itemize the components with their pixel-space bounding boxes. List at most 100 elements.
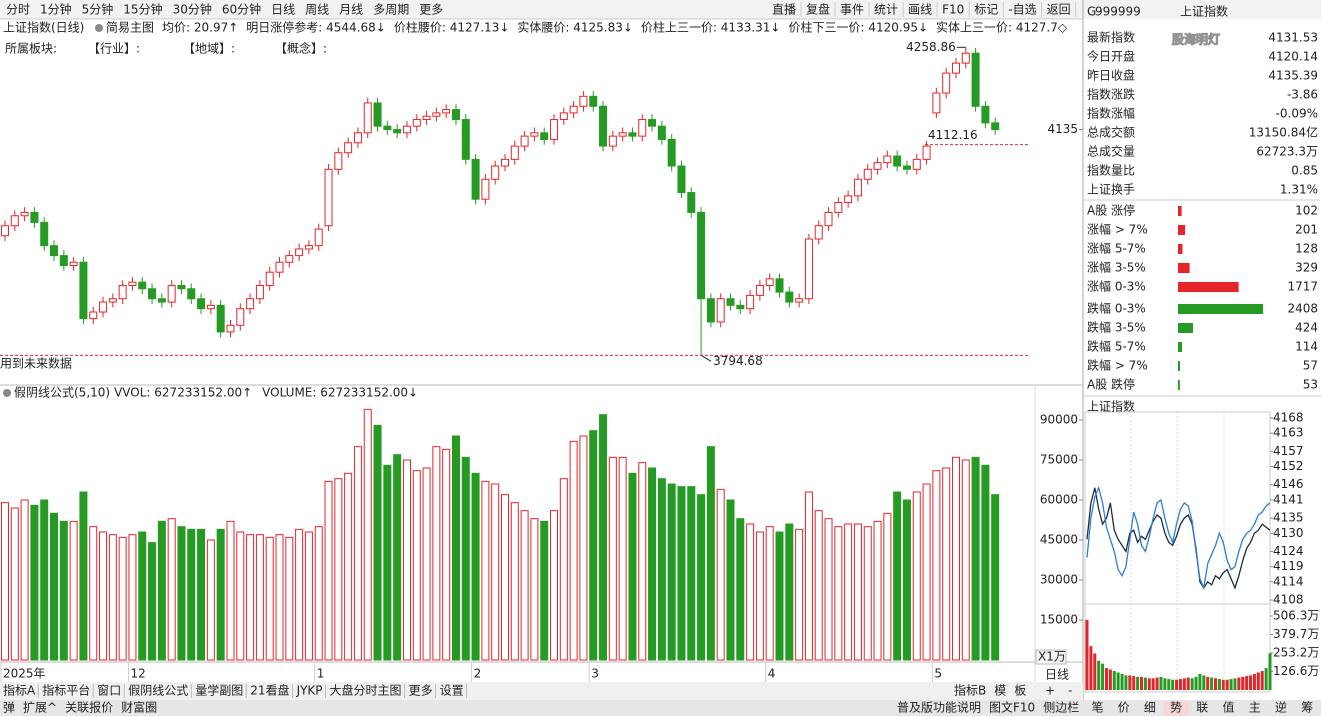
indicator-tab[interactable]: 窗口: [97, 684, 121, 698]
toolbar-button[interactable]: 标记: [974, 3, 998, 17]
low-label: 3794.68: [713, 354, 763, 368]
toolbar-tab[interactable]: 5分钟: [82, 2, 114, 17]
x-tick-label: 3: [591, 667, 599, 681]
status-item[interactable]: 财富圈: [121, 700, 157, 715]
volume-bar: [79, 491, 88, 661]
toolbar-button[interactable]: 事件: [840, 3, 864, 17]
zoom-out[interactable]: -: [1068, 684, 1072, 698]
volume-bar: [912, 491, 921, 661]
indicator-tab[interactable]: 板: [1014, 684, 1026, 698]
status-tab[interactable]: 势: [1170, 701, 1182, 715]
indicator-tab[interactable]: 大盘分时主图: [330, 683, 402, 698]
toolbar-tab[interactable]: 分时: [6, 3, 30, 17]
candle-body: [991, 122, 1000, 131]
indicator-tab[interactable]: 模: [994, 684, 1006, 698]
status-tab[interactable]: 逆: [1275, 700, 1287, 715]
volume-bar: [1, 502, 9, 661]
candle-body: [40, 221, 49, 247]
indicator-tab[interactable]: 设置: [440, 684, 464, 698]
toolbar-tab[interactable]: 15分钟: [123, 2, 162, 17]
toolbar-button[interactable]: 返回: [1047, 3, 1071, 17]
toolbar-button[interactable]: 统计: [874, 3, 898, 17]
status-tab[interactable]: 笔: [1091, 700, 1103, 715]
toolbar-tab[interactable]: 周线: [305, 3, 329, 17]
chart-note: 用到未来数据: [0, 356, 72, 371]
low-pointer: [700, 354, 712, 362]
toolbar-button[interactable]: -自选: [1008, 3, 1036, 17]
candle-body: [148, 288, 157, 300]
toolbar-tab[interactable]: 30分钟: [173, 2, 212, 17]
status-item[interactable]: 图文F10: [989, 700, 1035, 715]
volume-bar: [59, 520, 68, 661]
y-tick-label: 4135: [1047, 122, 1078, 136]
volume-bar: [559, 478, 568, 661]
candle-body: [275, 261, 284, 273]
y-tick-label: 4141: [1273, 492, 1304, 506]
toolbar-button[interactable]: F10: [942, 3, 964, 17]
candle-body: [814, 225, 823, 240]
indicator-tab[interactable]: JYKP: [296, 684, 323, 698]
volume-bar: [383, 464, 392, 661]
status-item[interactable]: 扩展^: [23, 701, 57, 715]
toolbar-button[interactable]: 直播: [772, 3, 796, 17]
status-item[interactable]: 关联报价: [65, 700, 113, 715]
indicator-tab[interactable]: 量学副图: [195, 683, 243, 698]
volume-bar: [795, 528, 804, 661]
breadth-value: 424: [1295, 321, 1318, 335]
breadth-value: 102: [1295, 204, 1318, 218]
quote-label: 指数量比: [1087, 163, 1135, 178]
indicator-tab[interactable]: 指标平台: [42, 683, 90, 698]
volume-bar: [706, 446, 715, 661]
candle-body: [10, 215, 19, 227]
main-indicator[interactable]: 简易主图: [106, 21, 154, 35]
volume-bar: [775, 531, 784, 661]
indicator-tab[interactable]: 指标B: [954, 683, 986, 698]
volume-bar: [961, 459, 970, 661]
toolbar-tab[interactable]: 1分钟: [40, 2, 72, 17]
toolbar-tab[interactable]: 更多: [419, 3, 443, 17]
volume-bar: [481, 480, 490, 661]
volume-bar: [824, 518, 833, 661]
toolbar-tab[interactable]: 60分钟: [222, 2, 261, 17]
toolbar-button[interactable]: 画线: [908, 3, 932, 17]
volume-bar: [236, 531, 245, 661]
indicator-tab[interactable]: 指标A: [3, 683, 36, 698]
period-label[interactable]: 日线: [1045, 668, 1069, 682]
indicator-tab[interactable]: 假阴线公式: [128, 684, 188, 698]
status-tab[interactable]: 筹: [1301, 701, 1313, 715]
toolbar-tab[interactable]: 多周期: [373, 3, 409, 17]
volume-bar: [491, 483, 500, 661]
candle-body: [167, 284, 176, 303]
toolbar-button[interactable]: 复盘: [806, 2, 830, 17]
status-item[interactable]: 弹: [3, 701, 15, 715]
toolbar-tab[interactable]: 日线: [271, 3, 295, 17]
market-icon: G: [1087, 5, 1096, 19]
candle-body: [187, 288, 196, 300]
breadth-label: 跌幅 0-3%: [1087, 301, 1146, 316]
volume-bar: [206, 539, 215, 661]
volume-bar: [40, 499, 49, 661]
toolbar-tab[interactable]: 月线: [339, 3, 363, 17]
candle-body: [451, 109, 460, 121]
indicator-tab[interactable]: 21看盘: [250, 683, 289, 698]
candle-body: [599, 105, 608, 147]
status-tab[interactable]: 值: [1222, 700, 1234, 715]
x-tick-label: 2025年: [3, 667, 46, 681]
volume-bar: [461, 456, 470, 661]
status-tab[interactable]: 价: [1118, 701, 1130, 715]
status-tab[interactable]: 联: [1196, 701, 1208, 715]
candle-body: [285, 255, 294, 263]
indicator-value: 实体上三一价: 4127.7◇: [936, 20, 1068, 35]
status-tab[interactable]: 主: [1249, 701, 1261, 715]
status-tab[interactable]: 细: [1144, 701, 1156, 715]
candle-body: [667, 138, 676, 167]
volume-bar: [422, 467, 431, 661]
volume-bar: [353, 446, 362, 661]
candle-body: [853, 178, 862, 197]
zoom-in[interactable]: +: [1045, 684, 1055, 698]
indicator-tab[interactable]: 更多: [409, 684, 433, 698]
volume-bar: [275, 534, 284, 661]
status-item[interactable]: 普及版功能说明: [897, 700, 981, 715]
status-item[interactable]: 侧边栏: [1043, 700, 1079, 715]
volume-bar: [402, 459, 411, 661]
